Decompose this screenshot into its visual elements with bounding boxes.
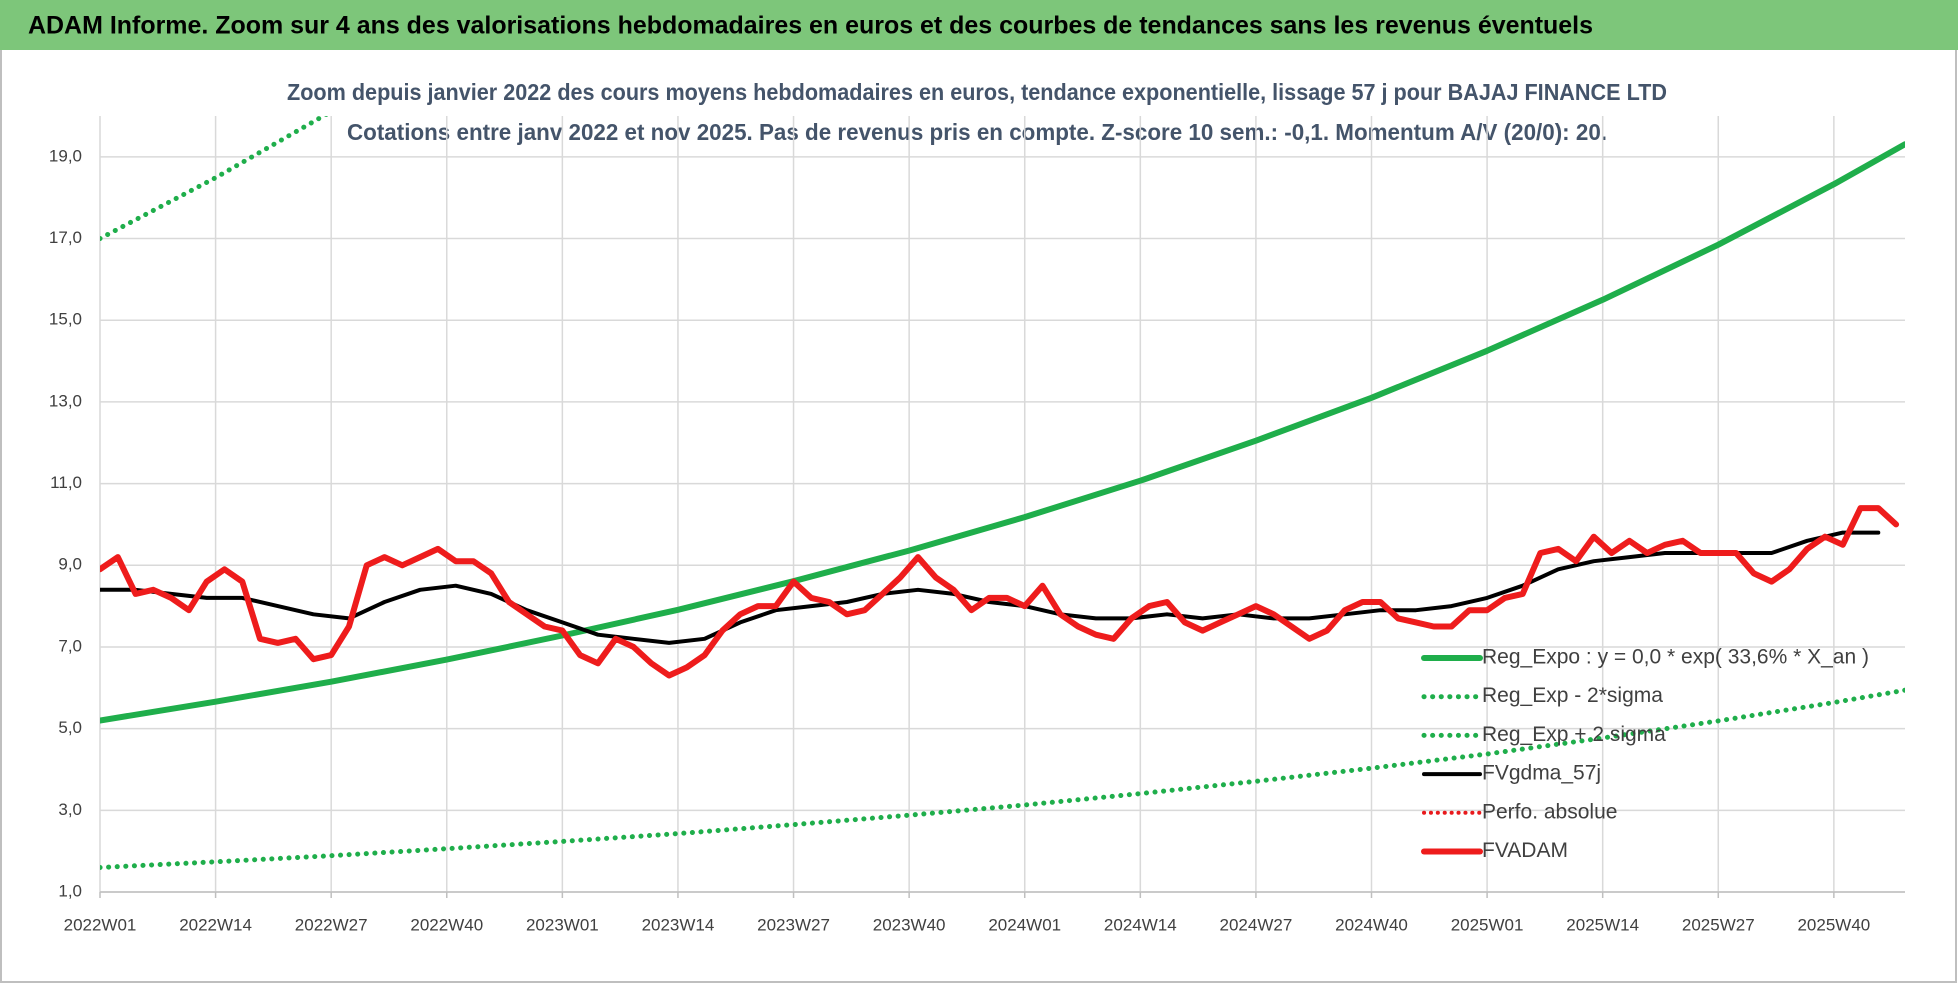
legend-label: Reg_Exp + 2 sigma <box>1482 723 1666 746</box>
x-tick-label: 2025W01 <box>1451 915 1524 934</box>
plot-lines <box>100 116 1905 870</box>
header-title: ADAM Informe. Zoom sur 4 ans des valoris… <box>28 12 1593 40</box>
series-line <box>100 687 1905 870</box>
x-tick-label: 2022W14 <box>179 915 252 934</box>
header-bar <box>0 0 1958 50</box>
x-tick-label: 2022W27 <box>295 915 368 934</box>
chart-subtitle: Cotations entre janv 2022 et nov 2025. P… <box>347 119 1607 145</box>
y-tick-label: 11,0 <box>50 473 82 492</box>
y-tick-label: 9,0 <box>58 555 82 574</box>
x-tick-label: 2024W27 <box>1220 915 1293 934</box>
y-tick-label: 17,0 <box>49 228 82 247</box>
legend: Reg_Expo : y = 0,0 * exp( 33,6% * X_an )… <box>1421 646 1869 862</box>
chart-title: Zoom depuis janvier 2022 des cours moyen… <box>287 79 1667 105</box>
series-line <box>100 141 1905 724</box>
legend-label: Reg_Expo : y = 0,0 * exp( 33,6% * X_an ) <box>1482 646 1869 669</box>
x-tick-label: 2024W40 <box>1335 915 1408 934</box>
x-tick-label: 2023W40 <box>873 915 946 934</box>
x-tick-label: 2025W14 <box>1566 915 1639 934</box>
x-tick-label: 2023W27 <box>757 915 830 934</box>
legend-label: Reg_Exp - 2*sigma <box>1482 684 1663 707</box>
series-line <box>100 505 1900 679</box>
y-tick-label: 1,0 <box>58 881 82 900</box>
x-tick-label: 2025W40 <box>1797 915 1870 934</box>
chart-frame <box>0 47 1957 983</box>
series-line <box>100 530 1881 645</box>
x-tick-label: 2023W14 <box>642 915 715 934</box>
legend-label: Perfo. absolue <box>1482 800 1617 823</box>
y-tick-label: 3,0 <box>58 800 82 819</box>
y-tick-label: 5,0 <box>58 718 82 737</box>
legend-label: FVADAM <box>1482 839 1568 862</box>
x-tick-label: 2022W40 <box>410 915 483 934</box>
x-tick-label: 2022W01 <box>64 915 137 934</box>
x-tick-label: 2024W14 <box>1104 915 1177 934</box>
x-tick-label: 2025W27 <box>1682 915 1755 934</box>
y-tick-label: 13,0 <box>49 391 82 410</box>
y-tick-label: 15,0 <box>49 310 82 329</box>
legend-label: FVgdma_57j <box>1482 762 1601 785</box>
y-tick-label: 19,0 <box>49 146 82 165</box>
x-tick-label: 2024W01 <box>988 915 1061 934</box>
x-tick-label: 2023W01 <box>526 915 599 934</box>
y-tick-label: 7,0 <box>58 636 82 655</box>
